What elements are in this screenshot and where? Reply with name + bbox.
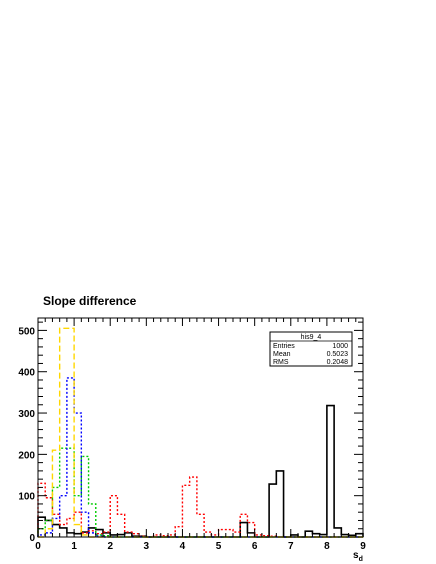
y-tick-label: 0	[29, 533, 35, 544]
series-2-histogram	[37, 447, 363, 538]
stats-value-entries: 1000	[332, 343, 348, 350]
stats-value-rms: 0.2048	[327, 359, 349, 366]
x-tick-label: 0	[35, 541, 41, 552]
series-0-histogram	[37, 404, 364, 538]
x-tick-label: 8	[324, 541, 330, 552]
chart-title: Slope difference	[43, 294, 137, 308]
stats-value-mean: 0.5023	[327, 351, 349, 358]
series-3-histogram	[37, 377, 363, 538]
x-tick-label: 7	[288, 541, 294, 552]
y-tick-label: 400	[18, 368, 35, 379]
stats-label-mean: Mean	[273, 351, 291, 358]
x-tick-label: 2	[107, 541, 113, 552]
y-tick-label: 100	[18, 492, 35, 503]
x-tick-label: 6	[252, 541, 258, 552]
x-tick-label: 3	[144, 541, 150, 552]
x-tick-label: 4	[180, 541, 186, 552]
series-1-histogram	[37, 476, 363, 538]
y-tick-label: 200	[18, 450, 35, 461]
x-tick-label: 1	[71, 541, 77, 552]
x-axis-label-subscript: d	[359, 556, 363, 563]
y-tick-label: 500	[18, 326, 35, 337]
y-tick-label: 300	[18, 409, 35, 420]
x-axis-label-main: s	[353, 550, 359, 561]
stats-label-rms: RMS	[273, 359, 289, 366]
x-tick-label: 5	[216, 541, 222, 552]
stats-label-entries: Entries	[273, 343, 295, 350]
stats-box-border	[269, 331, 353, 367]
axes-layer: 0 1 2 3 4 5 6 7 8 9 0 100 200 300 400 500	[18, 318, 366, 552]
stats-box: his9_4 Entries 1000 Mean 0.5023 RMS 0.20…	[269, 331, 353, 367]
plot-frame	[37, 317, 364, 538]
x-axis-label: sd	[353, 550, 363, 563]
stats-box-name: his9_4	[301, 334, 322, 341]
x-tick-label: 9	[360, 541, 366, 552]
